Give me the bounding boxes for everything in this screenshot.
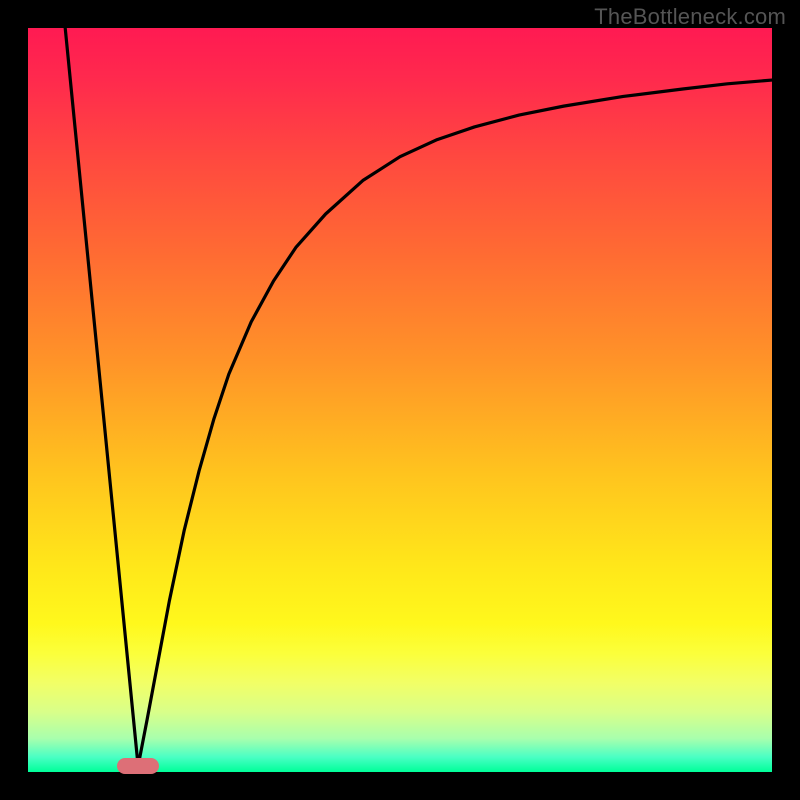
vertex-marker xyxy=(117,758,159,774)
watermark-text: TheBottleneck.com xyxy=(594,4,786,30)
chart-container: TheBottleneck.com xyxy=(0,0,800,800)
curves-svg xyxy=(0,0,800,800)
